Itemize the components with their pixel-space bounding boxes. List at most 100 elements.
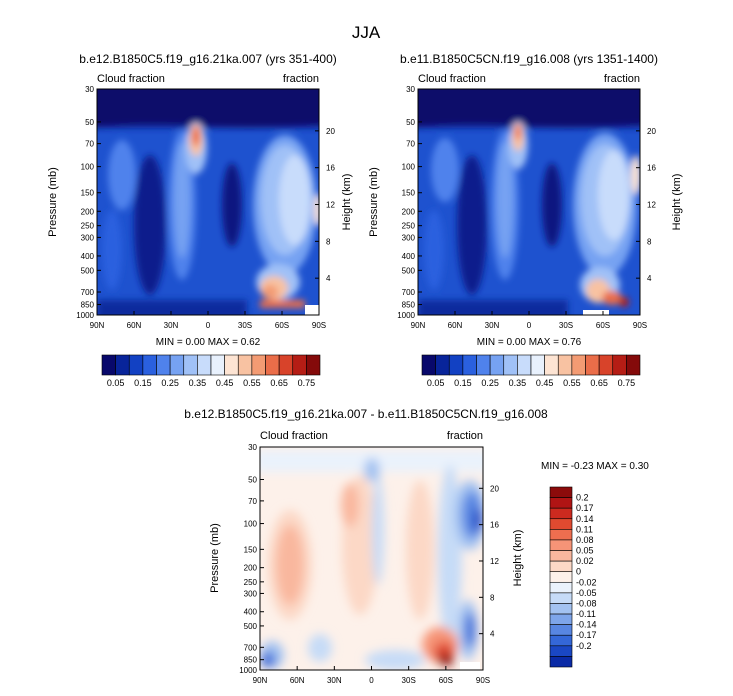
panel-1: b.e12.B1850C5.f19_g16.21ka.007 (yrs 351-… — [47, 52, 353, 388]
panel-2-colorbar-swatch — [598, 354, 614, 376]
panel-3-colorbar-swatch — [549, 656, 573, 668]
panel-3-colorbar-label: 0.17 — [576, 503, 594, 513]
panel-3-colorbar-label: -0.17 — [576, 630, 597, 640]
panel-1-ytick-label: 250 — [81, 222, 95, 231]
panel-3-colorbar-swatch — [549, 550, 573, 562]
panel-3-xtick-label: 90N — [253, 676, 268, 685]
panel-3-colorbar-label: 0.02 — [576, 556, 594, 566]
panel-1-ytick-label: 30 — [85, 85, 94, 94]
panel-2-xtick-label: 30S — [559, 321, 573, 330]
panel-2-colorbar-swatch — [571, 354, 586, 376]
panel-2-ytick-label: 850 — [402, 301, 416, 310]
panel-3-ytick-label: 50 — [248, 475, 257, 484]
panel-2-colorbar-label: 0.25 — [481, 378, 499, 388]
panel-2-colorbar-label: 0.55 — [563, 378, 581, 388]
panel-1-colorbar-label: 0.25 — [161, 378, 179, 388]
panel-2-colorbar-label: 0.45 — [536, 378, 554, 388]
panel-2-colorbar-label: 0.65 — [590, 378, 608, 388]
panel-1-colorbar-swatch — [142, 354, 157, 376]
panel-2-colorbar-swatch — [435, 354, 450, 376]
panel-3-y2tick-label: 20 — [490, 484, 499, 493]
panel-3-ytick-label: 150 — [244, 545, 258, 554]
panel-3-colorbar-swatch — [549, 539, 573, 551]
panel-3: b.e12.B1850C5.f19_g16.21ka.007 - b.e11.B… — [184, 407, 649, 685]
panel-3-xtick-label: 90S — [476, 676, 490, 685]
panel-2-ytick-label: 30 — [406, 85, 415, 94]
panel-3-xtick-label: 60S — [439, 676, 453, 685]
panel-1-ytick-label: 700 — [81, 288, 95, 297]
panel-2-y2tick-label: 20 — [647, 127, 656, 136]
panel-2-xtick-label: 30N — [485, 321, 500, 330]
panel-3-field — [260, 447, 483, 670]
panel-2-ytick-label: 200 — [402, 207, 416, 216]
panel-3-colorbar-label: -0.02 — [576, 577, 597, 587]
panel-3-colorbar-swatch — [549, 603, 573, 615]
panel-3-title: b.e12.B1850C5.f19_g16.21ka.007 - b.e11.B… — [184, 407, 548, 421]
panel-3-ytick-label: 100 — [244, 520, 258, 529]
panel-3-colorbar-swatch — [549, 624, 573, 636]
panel-3-colorbar-swatch — [549, 592, 573, 604]
panel-3-colorbar-label: -0.14 — [576, 620, 597, 630]
panel-1-title: b.e12.B1850C5.f19_g16.21ka.007 (yrs 351-… — [79, 52, 337, 66]
panel-3-colorbar-label: -0.08 — [576, 598, 597, 608]
panel-3-y2tick-label: 16 — [490, 521, 499, 530]
panel-2-colorbar-swatch — [489, 354, 505, 376]
panel-3-xtick-label: 60N — [290, 676, 305, 685]
panel-1-colorbar-swatch — [224, 354, 239, 376]
panel-2-colorbar-swatch — [544, 354, 559, 376]
panel-3-colorbar-swatch — [549, 486, 573, 498]
panel-3-ylabel: Pressure (mb) — [209, 523, 221, 593]
panel-1-ytick-label: 1000 — [76, 311, 94, 320]
panel-2-colorbar-swatch — [462, 354, 477, 376]
panel-1-colorbar-swatch — [306, 354, 321, 376]
panel-2-xtick-label: 60N — [448, 321, 463, 330]
panel-2-y2tick-label: 8 — [647, 237, 652, 246]
panel-3-colorbar-swatch — [549, 518, 573, 530]
panel-1-colorbar-swatch — [115, 354, 130, 376]
panel-1-colorbar-swatch — [210, 354, 225, 376]
panel-1-colorbar-label: 0.15 — [134, 378, 152, 388]
panel-1-y2tick-label: 8 — [326, 237, 331, 246]
panel-3-colorbar-swatch — [549, 529, 573, 541]
panel-1-xtick-label: 60S — [275, 321, 289, 330]
panel-1-colorbar-label: 0.75 — [298, 378, 316, 388]
panel-3-y2tick-label: 12 — [490, 557, 499, 566]
panel-3-colorbar-label: 0.11 — [576, 524, 593, 534]
panel-3-stats: MIN = -0.23 MAX = 0.30 — [541, 461, 649, 472]
panel-1-ytick-label: 50 — [85, 118, 94, 127]
panel-3-y2label: Height (km) — [512, 530, 524, 587]
panel-2-ytick-label: 300 — [402, 233, 416, 242]
panel-2-ytick-label: 1000 — [397, 311, 415, 320]
panel-1-xtick-label: 0 — [206, 321, 211, 330]
panel-1-y2tick-label: 12 — [326, 201, 335, 210]
panel-3-colorbar-swatch — [549, 571, 573, 583]
panel-2-stats: MIN = 0.00 MAX = 0.76 — [477, 337, 582, 348]
panel-2-ylabel: Pressure (mb) — [368, 167, 380, 237]
panel-2-ytick-label: 400 — [402, 252, 416, 261]
panel-1-ytick-label: 400 — [81, 252, 95, 261]
panel-2-subtitle-left: Cloud fraction — [418, 73, 486, 85]
panel-3-xtick-label: 0 — [369, 676, 374, 685]
panel-2-colorbar-swatch — [626, 354, 641, 376]
panel-1-colorbar-label: 0.65 — [270, 378, 288, 388]
panel-1-xtick-label: 30N — [164, 321, 179, 330]
panel-3-colorbar-swatch — [549, 581, 573, 594]
panel-2-ytick-label: 50 — [406, 118, 415, 127]
panel-2-xtick-label: 90N — [411, 321, 426, 330]
panel-3-colorbar-swatch — [549, 497, 573, 509]
panel-2-colorbar-label: 0.75 — [618, 378, 636, 388]
panel-2-colorbar-swatch — [517, 354, 532, 376]
panel-3-ytick-label: 30 — [248, 443, 257, 452]
panel-2-subtitle-right: fraction — [604, 73, 640, 85]
panel-3-colorbar-swatch — [549, 645, 573, 657]
panel-1-ytick-label: 300 — [81, 233, 95, 242]
panel-2-colorbar-label: 0.35 — [509, 378, 527, 388]
panel-3-ytick-label: 850 — [244, 656, 258, 665]
panel-2-xtick-label: 0 — [527, 321, 532, 330]
panel-2-ytick-label: 500 — [402, 266, 416, 275]
panel-2-colorbar-swatch — [503, 354, 518, 376]
panel-1-xtick-label: 90S — [312, 321, 326, 330]
panel-2-y2label: Height (km) — [671, 174, 683, 231]
panel-2-ytick-label: 150 — [402, 189, 416, 198]
panel-3-ytick-label: 1000 — [239, 666, 257, 675]
